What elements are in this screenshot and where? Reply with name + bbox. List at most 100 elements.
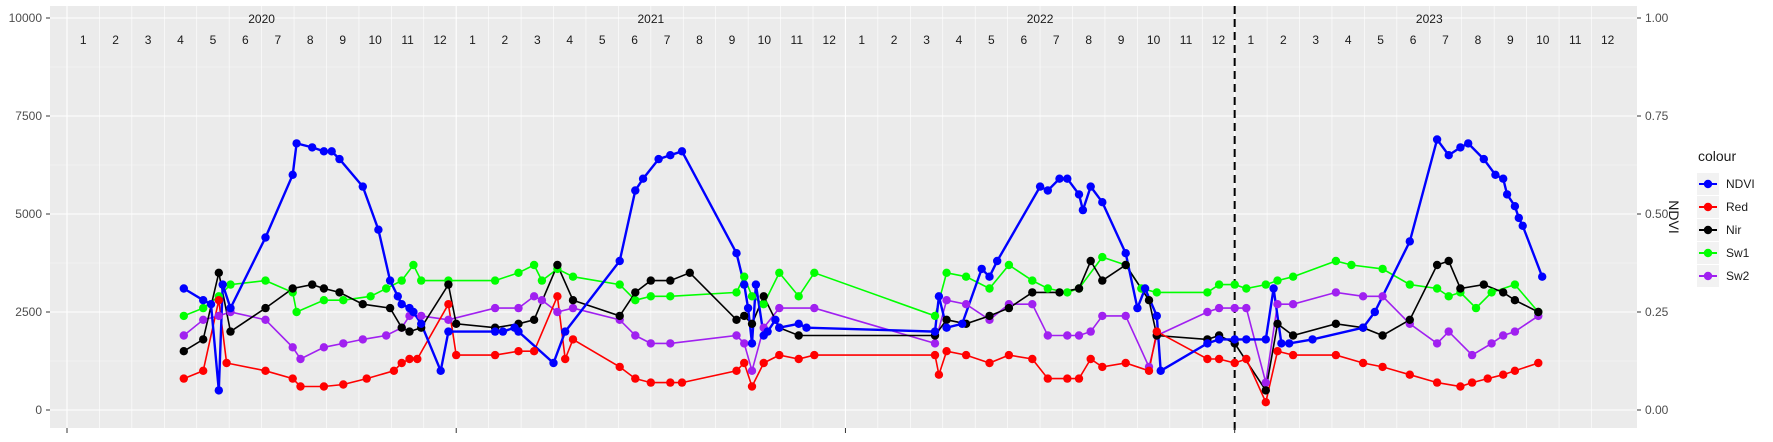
- month-label: 2: [502, 33, 509, 47]
- point-ndvi: [319, 147, 329, 156]
- point-ndvi: [1086, 182, 1095, 191]
- point-ndvi: [771, 315, 780, 324]
- month-label: 9: [339, 33, 346, 47]
- point-sw1: [568, 272, 578, 281]
- point-sw1: [529, 260, 539, 270]
- point-sw1: [1331, 256, 1341, 266]
- month-label: 6: [631, 33, 638, 47]
- point-red: [1144, 366, 1154, 375]
- point-ndvi: [1152, 311, 1162, 321]
- point-nir: [985, 311, 994, 321]
- point-ndvi: [1405, 237, 1415, 246]
- legend-label-sw1: Sw1: [1726, 246, 1750, 260]
- month-label: 10: [758, 33, 772, 47]
- point-red: [553, 292, 562, 301]
- point-sw2: [1028, 300, 1037, 309]
- point-sw1: [775, 268, 784, 277]
- month-label: 3: [145, 33, 152, 47]
- point-ndvi: [1043, 186, 1053, 195]
- legend-label-ndvi: NDVI: [1726, 177, 1755, 191]
- point-red: [934, 370, 944, 379]
- point-ndvi: [1277, 339, 1286, 348]
- point-sw2: [775, 303, 784, 313]
- left-tick-label: 7500: [15, 109, 42, 123]
- point-sw1: [514, 268, 523, 277]
- point-ndvi: [1078, 205, 1088, 215]
- point-red: [222, 358, 231, 368]
- point-red: [747, 382, 757, 391]
- month-label: 1: [858, 33, 865, 47]
- point-red: [561, 354, 570, 364]
- point-red: [362, 374, 371, 383]
- point-nir: [646, 276, 655, 285]
- point-sw2: [339, 339, 348, 348]
- point-red: [1242, 354, 1251, 364]
- point-sw1: [339, 296, 348, 305]
- point-ndvi: [288, 170, 297, 179]
- point-sw1: [417, 276, 426, 285]
- point-nir: [1086, 256, 1095, 266]
- point-ndvi: [1242, 335, 1251, 344]
- point-red: [810, 350, 819, 360]
- point-sw2: [529, 292, 539, 301]
- point-red: [288, 374, 297, 383]
- point-sw1: [985, 284, 994, 293]
- point-nir: [226, 327, 235, 336]
- point-red: [397, 358, 406, 368]
- point-red: [615, 362, 624, 372]
- point-nir: [1378, 331, 1387, 340]
- month-label: 3: [1312, 33, 1319, 47]
- point-red: [677, 378, 687, 387]
- point-sw2: [490, 303, 500, 313]
- point-sw2: [199, 315, 208, 324]
- point-sw1: [1288, 272, 1298, 281]
- month-label: 4: [956, 33, 963, 47]
- point-sw1: [226, 280, 235, 289]
- point-ndvi: [335, 154, 344, 164]
- point-ndvi: [1444, 151, 1453, 160]
- point-sw2: [358, 335, 367, 344]
- point-sw2: [514, 303, 523, 313]
- point-ndvi: [1518, 221, 1527, 230]
- point-red: [961, 350, 971, 360]
- point-nir: [385, 303, 395, 313]
- point-red: [413, 354, 422, 364]
- point-ndvi: [214, 386, 223, 395]
- left-tick-label: 10000: [9, 11, 43, 25]
- month-label: 8: [1475, 33, 1482, 47]
- point-ndvi: [1510, 202, 1520, 211]
- point-nir: [794, 331, 803, 340]
- point-sw1: [1242, 284, 1251, 293]
- point-sw2: [1444, 327, 1453, 336]
- point-nir: [1098, 276, 1107, 285]
- year-label: 2021: [637, 12, 664, 26]
- month-label: 12: [1212, 33, 1226, 47]
- point-ndvi: [393, 292, 402, 301]
- point-ndvi: [226, 303, 235, 313]
- point-nir: [685, 268, 694, 277]
- point-red: [646, 378, 655, 387]
- plot-panel: [50, 6, 1637, 428]
- point-nir: [214, 268, 223, 277]
- point-red: [1331, 350, 1341, 360]
- point-ndvi: [206, 300, 216, 309]
- point-sw2: [1230, 303, 1239, 313]
- month-label: 7: [1442, 33, 1449, 47]
- month-label: 10: [1536, 33, 1550, 47]
- point-nir: [1273, 319, 1282, 328]
- month-label: 6: [242, 33, 249, 47]
- point-sw1: [810, 268, 819, 277]
- point-ndvi: [775, 323, 784, 332]
- month-label: 5: [988, 33, 995, 47]
- month-label: 9: [729, 33, 736, 47]
- point-sw2: [296, 354, 305, 364]
- point-nir: [405, 327, 414, 336]
- point-red: [775, 350, 784, 360]
- point-sw2: [1121, 311, 1130, 321]
- legend-key-point: [1703, 225, 1713, 235]
- point-nir: [319, 284, 329, 293]
- point-ndvi: [1261, 335, 1271, 344]
- point-nir: [1288, 331, 1298, 340]
- point-nir: [1456, 284, 1465, 293]
